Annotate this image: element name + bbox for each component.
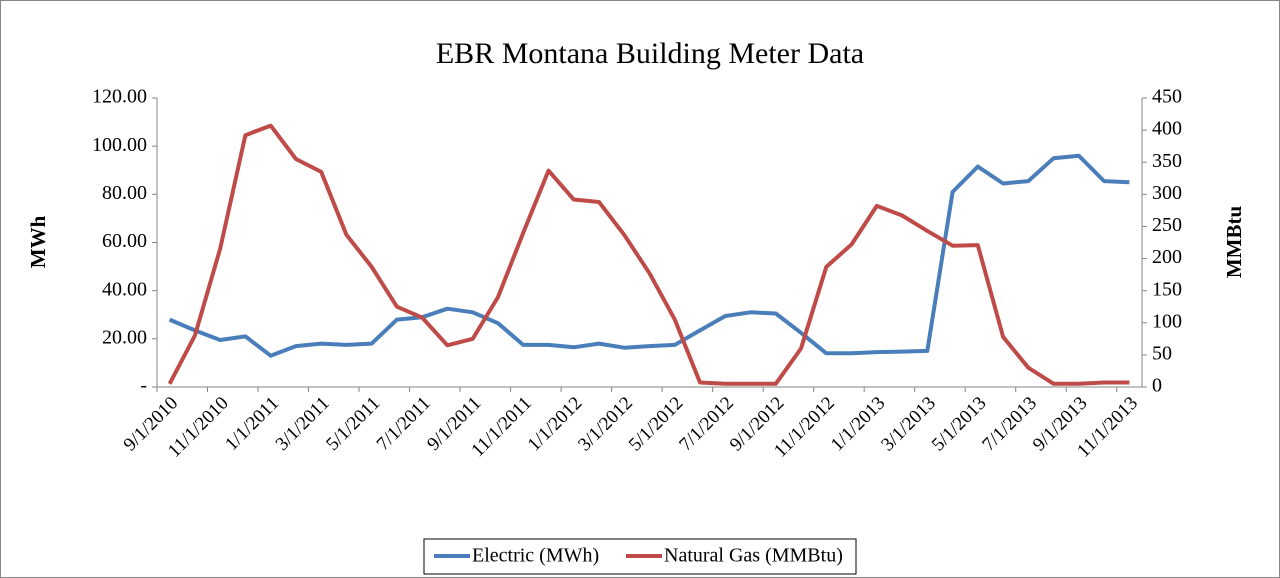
y-axis-label: MWh xyxy=(26,215,50,268)
y-tick-label: 20.00 xyxy=(102,326,147,348)
chart-title: EBR Montana Building Meter Data xyxy=(436,37,864,70)
y2-tick-label: 450 xyxy=(1152,86,1182,108)
y2-tick-label: 100 xyxy=(1152,310,1182,332)
y-tick-label: 60.00 xyxy=(102,230,147,252)
series-line xyxy=(168,153,1130,358)
y2-tick-label: 300 xyxy=(1152,182,1182,204)
y-tick-label: 80.00 xyxy=(102,182,147,204)
y2-tick-label: 0 xyxy=(1152,375,1162,397)
legend-label: Natural Gas (MMBtu) xyxy=(664,545,843,567)
y2-tick-label: 200 xyxy=(1152,246,1182,268)
legend-label: Electric (MWh) xyxy=(472,545,599,567)
y-tick-label: - xyxy=(140,375,147,397)
series-line xyxy=(167,123,1130,386)
y2-axis-label: MMBtu xyxy=(1222,206,1246,279)
y2-tick-label: 50 xyxy=(1152,342,1172,364)
y2-tick-label: 150 xyxy=(1152,278,1182,300)
y-tick-label: 120.00 xyxy=(92,86,147,108)
y-tick-label: 40.00 xyxy=(102,278,147,300)
y2-tick-label: 250 xyxy=(1152,214,1182,236)
y2-tick-label: 400 xyxy=(1152,118,1182,140)
y2-tick-label: 350 xyxy=(1152,150,1182,172)
y-tick-label: 100.00 xyxy=(92,134,147,156)
